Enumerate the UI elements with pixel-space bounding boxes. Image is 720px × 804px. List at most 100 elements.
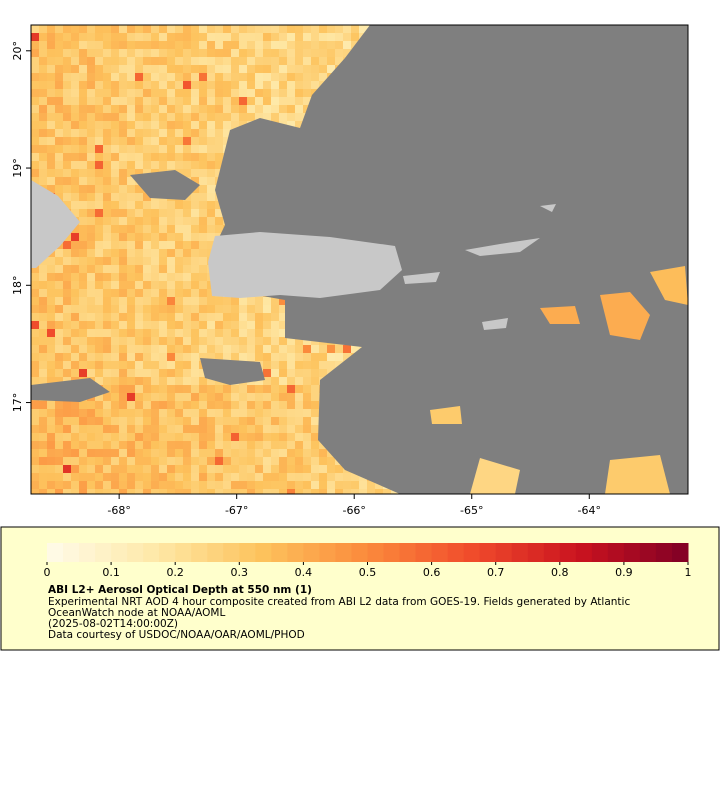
aod-cell <box>199 265 207 273</box>
aod-cell <box>79 169 87 177</box>
aod-cell <box>191 153 199 161</box>
aod-cell <box>159 409 167 417</box>
aod-cell <box>79 345 87 353</box>
aod-cell <box>159 265 167 273</box>
aod-cell <box>55 361 63 369</box>
aod-cell <box>47 25 55 33</box>
aod-cell <box>167 41 175 49</box>
aod-cell <box>79 121 87 129</box>
aod-cell <box>223 329 231 337</box>
aod-cell <box>215 113 223 121</box>
aod-cell <box>47 41 55 49</box>
aod-cell <box>183 73 191 81</box>
aod-cell <box>191 121 199 129</box>
aod-cell <box>79 361 87 369</box>
aod-cell <box>175 305 183 313</box>
aod-cell <box>39 161 47 169</box>
aod-cell <box>55 113 63 121</box>
aod-cell <box>39 289 47 297</box>
aod-cell <box>263 305 271 313</box>
colorbar-swatch <box>111 543 128 562</box>
aod-cell <box>175 345 183 353</box>
aod-cell <box>215 321 223 329</box>
aod-cell <box>71 297 79 305</box>
aod-cell <box>167 305 175 313</box>
aod-cell <box>167 65 175 73</box>
aod-cell <box>255 385 263 393</box>
aod-cell <box>111 137 119 145</box>
aod-cell <box>215 337 223 345</box>
aod-cell <box>167 465 175 473</box>
aod-cell <box>127 73 135 81</box>
aod-cell <box>103 97 111 105</box>
aod-cell <box>303 433 311 441</box>
aod-cell <box>143 377 151 385</box>
aod-cell <box>55 449 63 457</box>
aod-cell <box>111 369 119 377</box>
aod-cell <box>143 49 151 57</box>
aod-cell <box>223 121 231 129</box>
aod-cell <box>87 313 95 321</box>
aod-cell <box>183 201 191 209</box>
aod-cell <box>119 353 127 361</box>
aod-cell <box>263 481 271 489</box>
aod-cell <box>111 257 119 265</box>
aod-cell <box>287 449 295 457</box>
aod-cell <box>303 409 311 417</box>
aod-cell <box>295 393 303 401</box>
aod-cell <box>159 465 167 473</box>
aod-cell <box>87 145 95 153</box>
aod-cell <box>55 441 63 449</box>
aod-cell <box>63 185 71 193</box>
aod-cell <box>207 193 215 201</box>
aod-cell <box>79 369 87 377</box>
aod-cell <box>135 137 143 145</box>
aod-cell <box>135 345 143 353</box>
aod-cell <box>151 393 159 401</box>
aod-cell <box>127 409 135 417</box>
aod-cell <box>279 345 287 353</box>
aod-cell <box>279 57 287 65</box>
aod-cell <box>47 345 55 353</box>
aod-cell <box>111 209 119 217</box>
aod-cell <box>319 345 327 353</box>
aod-cell <box>167 441 175 449</box>
aod-cell <box>247 305 255 313</box>
aod-cell <box>87 329 95 337</box>
aod-cell <box>135 417 143 425</box>
aod-cell <box>111 345 119 353</box>
aod-cell <box>47 361 55 369</box>
aod-cell <box>111 489 119 494</box>
aod-cell <box>111 177 119 185</box>
aod-cell <box>143 33 151 41</box>
aod-cell <box>127 49 135 57</box>
aod-cell <box>207 105 215 113</box>
aod-cell <box>223 33 231 41</box>
aod-cell <box>79 465 87 473</box>
aod-cell <box>311 433 319 441</box>
aod-cell <box>159 457 167 465</box>
aod-cell <box>127 433 135 441</box>
aod-cell <box>135 161 143 169</box>
aod-cell <box>151 25 159 33</box>
aod-cell <box>183 273 191 281</box>
aod-cell <box>167 393 175 401</box>
aod-cell <box>175 329 183 337</box>
aod-cell <box>151 353 159 361</box>
aod-cell <box>199 25 207 33</box>
aod-cell <box>103 265 111 273</box>
aod-cell <box>119 401 127 409</box>
aod-cell <box>95 89 103 97</box>
aod-cell <box>39 473 47 481</box>
aod-cell <box>247 481 255 489</box>
aod-cell <box>247 433 255 441</box>
aod-cell <box>119 249 127 257</box>
aod-cell <box>119 169 127 177</box>
aod-cell <box>39 457 47 465</box>
aod-cell <box>143 345 151 353</box>
aod-cell <box>79 473 87 481</box>
aod-cell <box>119 385 127 393</box>
aod-cell <box>95 401 103 409</box>
aod-cell <box>183 393 191 401</box>
aod-cell <box>287 385 295 393</box>
